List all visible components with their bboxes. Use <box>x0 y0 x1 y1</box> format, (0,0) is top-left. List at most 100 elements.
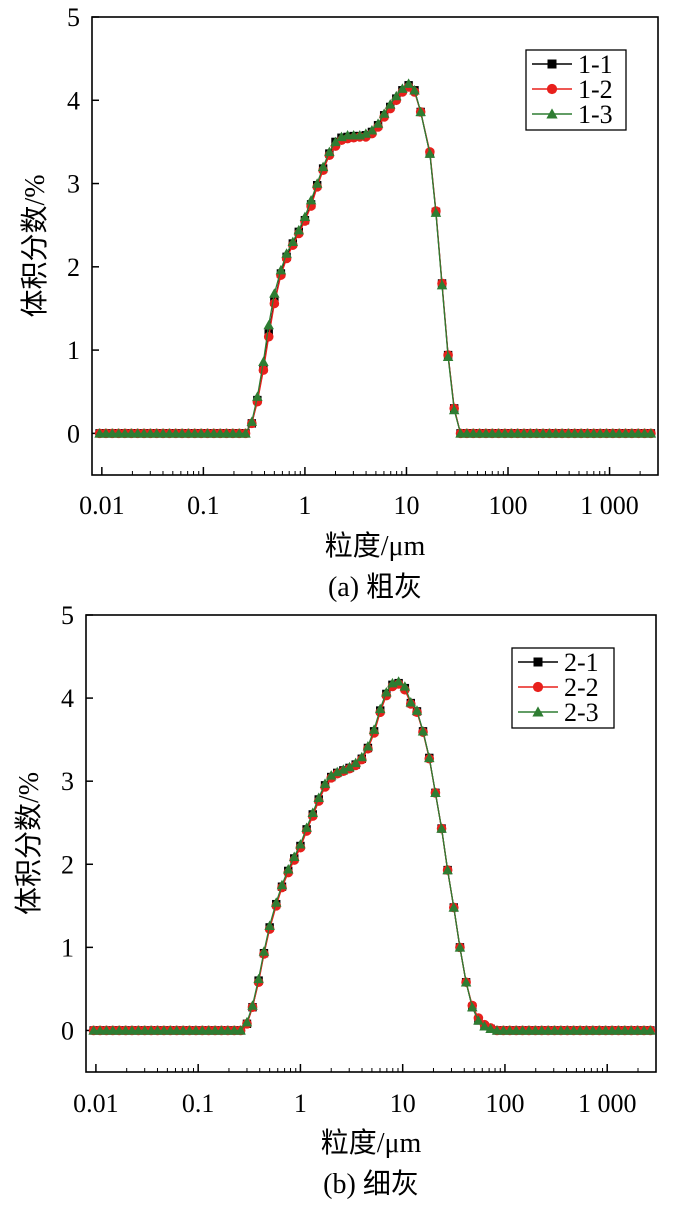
series-1-2 <box>94 82 656 439</box>
marker-square <box>547 59 557 69</box>
x-tick-label: 1 000 <box>580 491 639 520</box>
x-tick-label: 1 000 <box>578 1089 637 1118</box>
y-tick-label: 0 <box>67 419 80 448</box>
legend-label: 2-2 <box>564 673 599 702</box>
marker-triangle <box>276 879 288 890</box>
marker-triangle <box>399 681 411 691</box>
y-tick-label: 1 <box>61 933 74 962</box>
panel-caption: (a) 粗灰 <box>328 571 422 603</box>
y-tick-label: 3 <box>61 767 74 796</box>
x-tick-label: 1 <box>298 491 311 520</box>
marker-triangle <box>253 973 264 984</box>
marker-triangle <box>448 902 460 912</box>
x-tick-label: 10 <box>393 491 419 520</box>
marker-triangle <box>275 264 287 275</box>
legend-label: 2-1 <box>564 648 599 677</box>
marker-triangle <box>417 726 429 736</box>
marker-triangle <box>258 356 269 366</box>
marker-circle <box>532 681 544 693</box>
marker-triangle <box>319 778 331 788</box>
marker-triangle <box>430 207 442 217</box>
y-tick-label: 2 <box>61 850 74 879</box>
legend-entry-1-2: 1-2 <box>532 75 613 104</box>
y-axis-title: 体积分数/% <box>13 772 45 915</box>
marker-triangle <box>311 178 323 188</box>
marker-triangle <box>293 224 305 235</box>
marker-triangle <box>270 897 282 907</box>
x-tick-label: 100 <box>489 491 528 520</box>
marker-triangle <box>436 279 448 290</box>
marker-triangle <box>241 1016 253 1027</box>
marker-triangle <box>264 920 275 930</box>
marker-triangle <box>442 864 453 875</box>
marker-triangle <box>368 724 380 734</box>
legend-box <box>511 647 615 729</box>
marker-triangle <box>263 319 274 330</box>
marker-triangle <box>317 161 329 172</box>
marker-triangle <box>430 787 441 798</box>
x-tick-label: 0.1 <box>182 1089 215 1118</box>
marker-triangle <box>307 807 319 817</box>
marker-triangle <box>405 696 417 707</box>
series-line <box>99 84 651 435</box>
marker-triangle <box>397 83 408 93</box>
panel-caption: (b) 细灰 <box>323 1168 419 1200</box>
marker-triangle <box>403 78 414 88</box>
marker-circle <box>263 331 274 342</box>
marker-triangle <box>409 85 420 95</box>
plot-frame <box>85 614 657 1073</box>
marker-triangle <box>305 194 317 205</box>
marker-triangle <box>374 703 386 714</box>
marker-triangle <box>424 148 436 158</box>
marker-triangle <box>454 942 466 952</box>
marker-circle <box>546 83 558 95</box>
y-tick-label: 3 <box>67 170 80 199</box>
legend: 2-12-22-3 <box>511 647 615 729</box>
marker-triangle <box>299 211 311 222</box>
y-tick-label: 4 <box>67 86 80 115</box>
legend-entry-2-1: 2-1 <box>518 648 599 677</box>
marker-triangle <box>246 416 258 426</box>
x-axis-title: 粒度/μm <box>321 1127 422 1159</box>
marker-triangle <box>442 351 454 361</box>
legend: 1-11-21-3 <box>525 49 627 131</box>
legend-entry-2-3: 2-3 <box>518 698 599 727</box>
legend-entry-1-3: 1-3 <box>532 100 613 129</box>
marker-triangle <box>479 1021 490 1031</box>
marker-triangle <box>288 851 300 861</box>
y-tick-label: 1 <box>67 336 80 365</box>
marker-triangle <box>436 823 447 833</box>
legend-entry-2-2: 2-2 <box>518 673 599 702</box>
marker-triangle <box>360 128 372 138</box>
legend-label: 2-3 <box>564 698 599 727</box>
x-tick-label: 100 <box>485 1089 524 1118</box>
y-tick-label: 4 <box>61 684 74 713</box>
marker-triangle <box>384 99 396 109</box>
marker-triangle <box>485 1023 496 1033</box>
series-line <box>99 86 651 435</box>
marker-triangle <box>473 1015 484 1025</box>
marker-triangle <box>356 751 368 762</box>
y-tick-label: 5 <box>61 601 74 630</box>
marker-triangle <box>258 946 270 956</box>
series-2-3 <box>88 676 656 1035</box>
marker-circle <box>269 298 280 309</box>
y-tick-label: 0 <box>61 1016 74 1045</box>
marker-triangle <box>362 741 374 751</box>
y-axis-title: 体积分数/% <box>19 174 51 317</box>
marker-triangle <box>350 757 361 768</box>
marker-triangle <box>460 977 472 987</box>
marker-triangle <box>281 248 292 258</box>
chart-panel-b: 0 1 2 3 4 5 0.01 0.1 1 10 100 1 000 粒度/μm 体积分数/% (b) 细… <box>13 601 657 1200</box>
marker-triangle <box>645 1025 656 1035</box>
marker-triangle <box>269 288 280 298</box>
legend-label: 1-2 <box>578 75 613 104</box>
marker-triangle <box>372 118 384 128</box>
marker-triangle <box>381 687 392 697</box>
x-axis-title: 粒度/μm <box>325 530 426 562</box>
plot-frame <box>91 16 659 476</box>
x-tick-label: 0.1 <box>187 491 220 520</box>
marker-triangle <box>325 770 337 780</box>
marker-triangle <box>393 676 404 686</box>
